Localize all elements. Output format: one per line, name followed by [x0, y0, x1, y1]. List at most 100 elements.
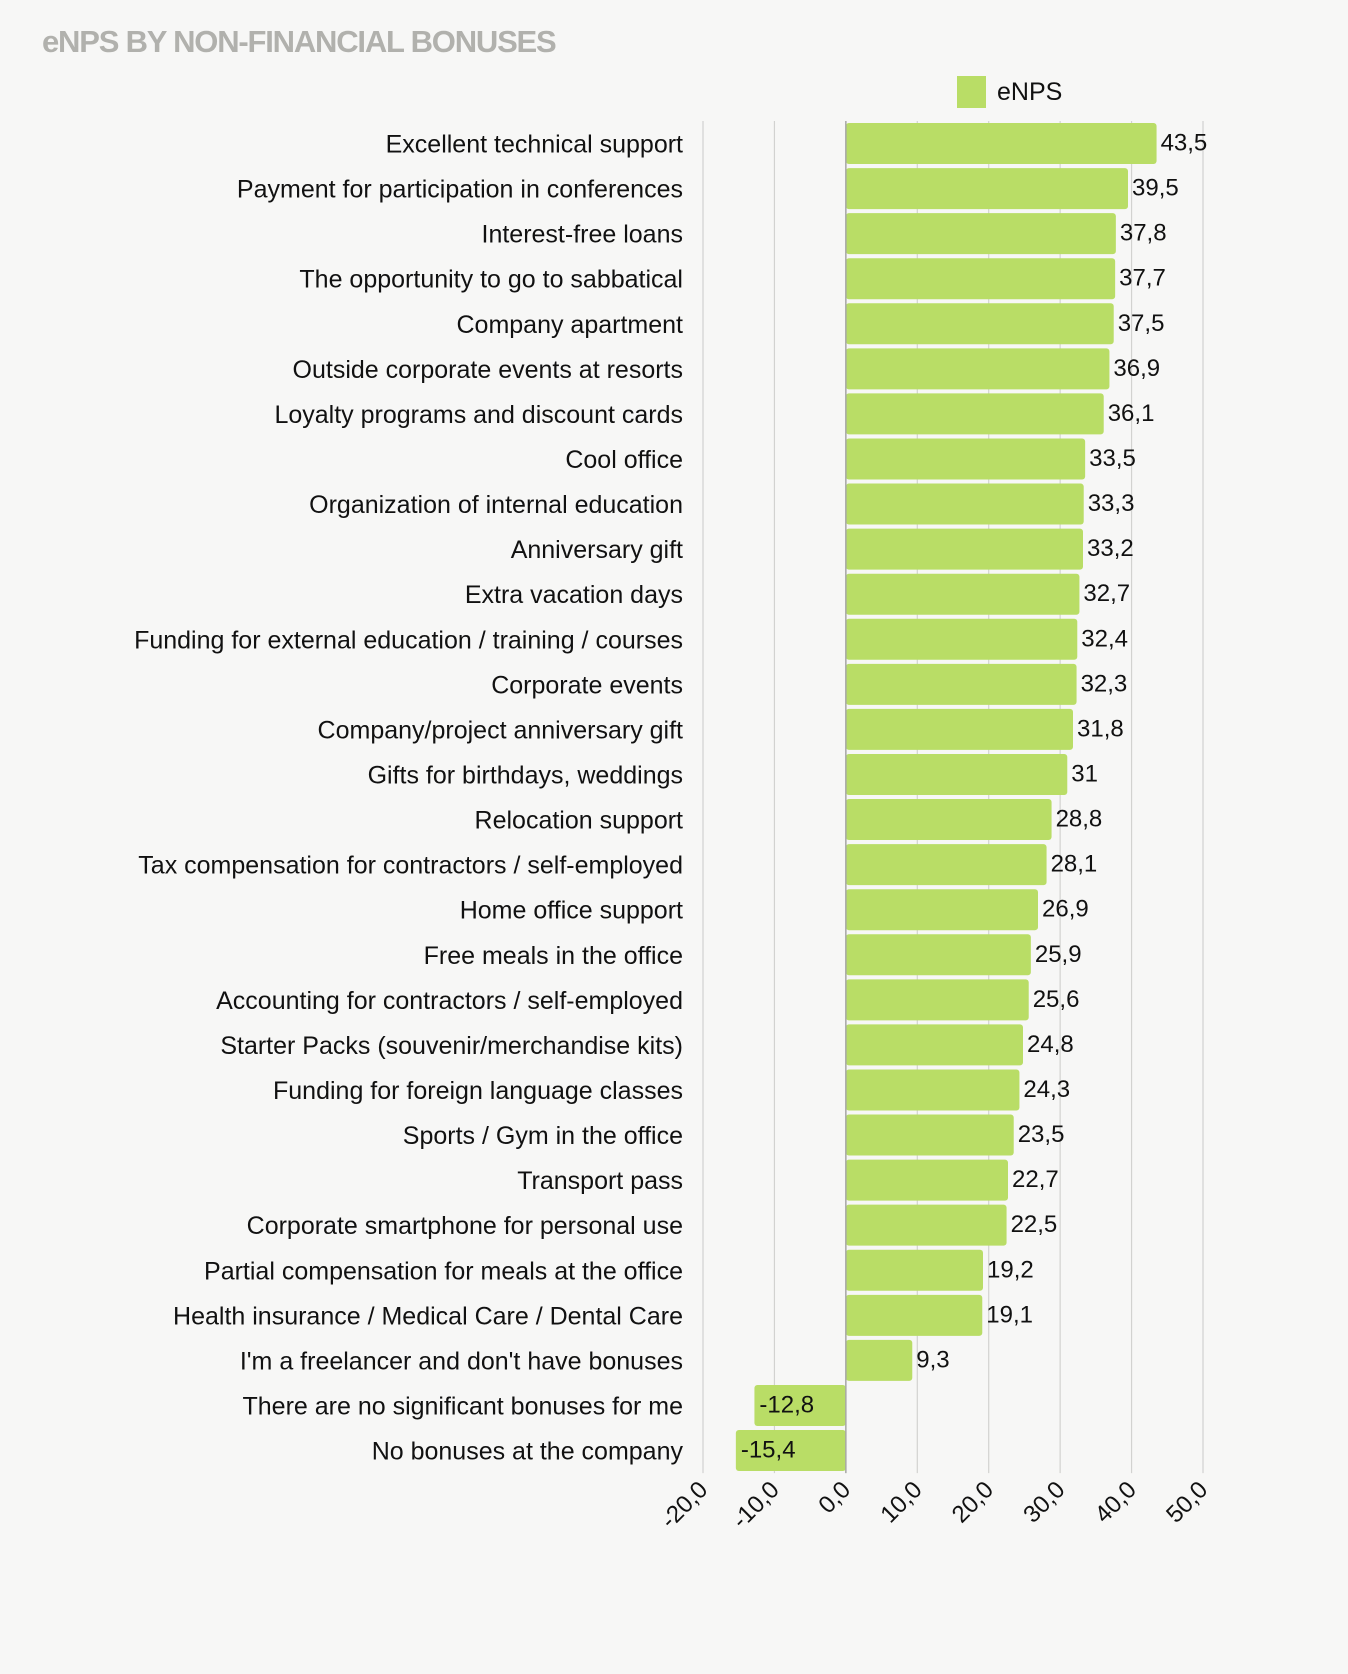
value-label: 23,5 — [1018, 1121, 1065, 1148]
category-label: No bonuses at the company — [372, 1438, 684, 1466]
bar — [845, 979, 1029, 1021]
category-label: Company apartment — [456, 311, 683, 339]
category-label: Excellent technical support — [386, 131, 683, 159]
bar — [845, 213, 1116, 255]
bar — [845, 483, 1084, 525]
category-label: Anniversary gift — [511, 536, 683, 564]
category-label: Extra vacation days — [465, 581, 683, 609]
category-label: I'm a freelancer and don't have bonuses — [240, 1347, 683, 1375]
bar — [845, 168, 1128, 210]
category-label: Interest-free loans — [482, 221, 684, 249]
value-label: -15,4 — [741, 1437, 796, 1464]
category-label: Gifts for birthdays, weddings — [368, 761, 683, 789]
chart-title: eNPS BY NON-FINANCIAL BONUSES — [42, 24, 557, 59]
bar — [754, 1384, 846, 1426]
bar — [845, 438, 1086, 480]
category-label: Outside corporate events at resorts — [293, 356, 683, 384]
category-label: Funding for external education / trainin… — [134, 626, 683, 654]
bar — [845, 1114, 1014, 1156]
value-label: 19,2 — [987, 1256, 1034, 1283]
value-label: 19,1 — [986, 1301, 1033, 1328]
bar — [845, 618, 1078, 660]
value-label: 37,5 — [1118, 310, 1165, 337]
bar — [845, 528, 1083, 570]
value-label: 32,4 — [1081, 625, 1128, 652]
x-tick-label: -20,0 — [655, 1476, 713, 1534]
value-label: 24,3 — [1023, 1076, 1070, 1103]
legend-swatch-enps — [957, 76, 986, 108]
value-label: 31,8 — [1077, 715, 1124, 742]
x-tick-label: 50,0 — [1161, 1476, 1213, 1528]
bar — [845, 393, 1104, 435]
bar — [845, 708, 1073, 750]
value-label: 24,8 — [1027, 1031, 1074, 1058]
category-label: Health insurance / Medical Care / Dental… — [173, 1302, 683, 1330]
value-label: 43,5 — [1161, 130, 1208, 157]
value-labels: 43,5 39,5 37,8 37,7 37,5 36,9 36,1 33,5 33,3 33,2… — [741, 130, 1207, 1464]
category-label: Relocation support — [475, 807, 684, 835]
bar — [845, 1339, 913, 1381]
bar — [845, 258, 1116, 300]
value-label: 25,6 — [1033, 986, 1080, 1013]
x-tick-label: -10,0 — [727, 1476, 785, 1534]
category-labels: Excellent technical support Payment for p… — [134, 131, 683, 1466]
category-label: Starter Packs (souvenir/merchandise kits… — [220, 1032, 683, 1060]
bar — [845, 1294, 983, 1336]
bar — [845, 799, 1052, 841]
value-label: 37,8 — [1120, 220, 1167, 247]
x-tick-label: 0,0 — [813, 1476, 856, 1519]
value-label: 37,7 — [1119, 265, 1166, 292]
x-tick-label: 40,0 — [1090, 1476, 1142, 1528]
category-label: The opportunity to go to sabbatical — [299, 266, 683, 294]
category-label: Loyalty programs and discount cards — [274, 401, 683, 429]
x-tick-label: 30,0 — [1018, 1476, 1070, 1528]
category-label: Transport pass — [517, 1167, 683, 1195]
x-tick-labels: -20,0 -10,0 0,0 10,0 20,0 30,0 40,0 50,0 — [655, 1476, 1213, 1534]
bar — [845, 573, 1080, 615]
bar — [845, 889, 1038, 931]
bar — [845, 844, 1047, 886]
bar — [845, 663, 1077, 705]
value-label: 28,8 — [1056, 806, 1103, 833]
category-label: Accounting for contractors / self-employ… — [216, 987, 683, 1015]
category-label: Payment for participation in conferences — [237, 176, 683, 204]
value-label: 39,5 — [1132, 175, 1179, 202]
category-label: Home office support — [460, 897, 683, 925]
category-label: Cool office — [565, 446, 683, 474]
bar — [845, 1204, 1007, 1246]
legend-label-enps: eNPS — [997, 77, 1063, 106]
category-label: Organization of internal education — [309, 491, 683, 519]
category-label: Free meals in the office — [424, 942, 683, 970]
x-tick-label: 20,0 — [947, 1476, 999, 1528]
value-label: 36,1 — [1108, 400, 1155, 427]
category-label: Company/project anniversary gift — [318, 716, 683, 744]
bar — [845, 1249, 983, 1291]
x-tick-label: 10,0 — [875, 1476, 927, 1528]
category-label: Funding for foreign language classes — [273, 1077, 683, 1105]
value-label: 33,3 — [1088, 490, 1135, 517]
bar — [845, 934, 1031, 976]
value-label: 26,9 — [1042, 896, 1089, 923]
bar — [845, 303, 1114, 345]
value-label: 25,9 — [1035, 941, 1082, 968]
value-label: 33,5 — [1089, 445, 1136, 472]
value-label: -12,8 — [759, 1391, 814, 1418]
bar — [845, 348, 1110, 390]
category-label: Tax compensation for contractors / self-… — [138, 852, 683, 880]
category-label: Sports / Gym in the office — [403, 1122, 683, 1150]
category-label: Partial compensation for meals at the of… — [204, 1257, 683, 1285]
value-label: 32,3 — [1081, 670, 1128, 697]
value-label: 32,7 — [1083, 580, 1130, 607]
value-label: 9,3 — [916, 1346, 949, 1373]
value-label: 36,9 — [1113, 355, 1160, 382]
category-label: Corporate events — [491, 671, 683, 699]
value-label: 22,5 — [1011, 1211, 1058, 1238]
category-label: Corporate smartphone for personal use — [247, 1212, 683, 1240]
value-label: 22,7 — [1012, 1166, 1059, 1193]
bar — [845, 1159, 1008, 1201]
value-label: 28,1 — [1051, 851, 1098, 878]
bar — [845, 1069, 1020, 1111]
bar — [845, 753, 1068, 795]
bar — [845, 123, 1157, 164]
value-label: 33,2 — [1087, 535, 1134, 562]
